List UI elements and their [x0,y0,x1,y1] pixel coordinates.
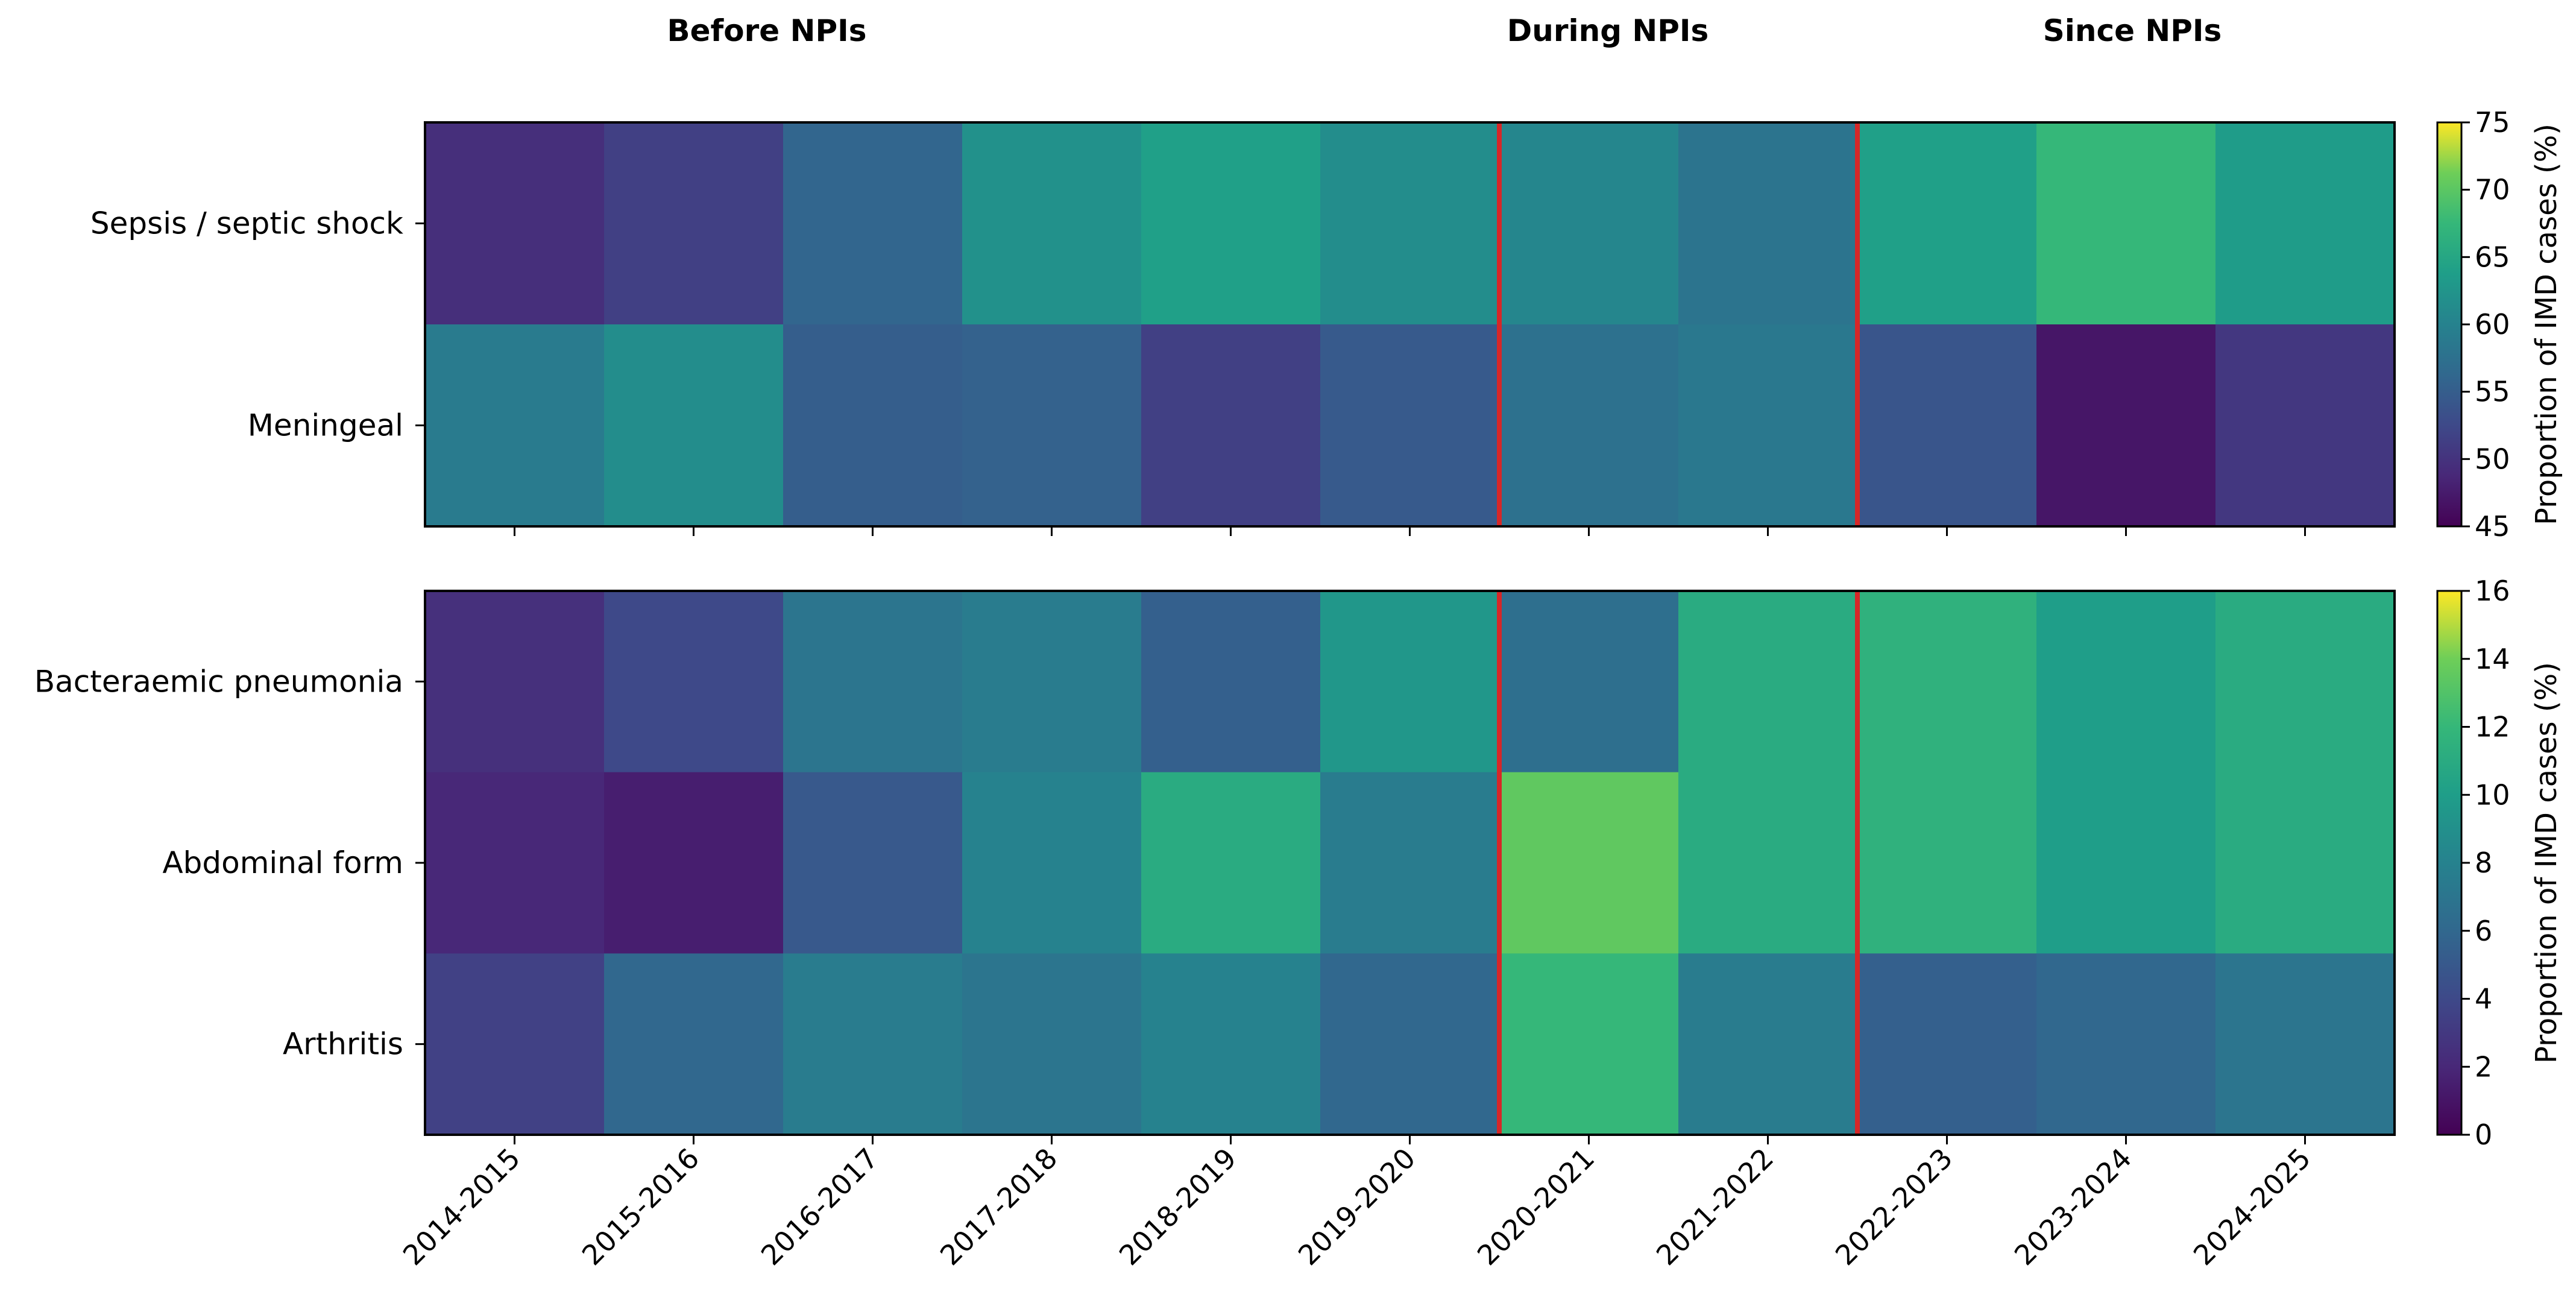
x-tick-label: 2023-2024 [2008,1142,2138,1272]
row-label: Meningeal [248,408,403,443]
row-label: Arthritis [283,1027,403,1062]
heatmap-panel-bottom: Bacteraemic pneumonia Abdominal form Arthr… [34,575,2563,1151]
colorbar-label: Proportion of IMD cases (%) [2530,662,2563,1064]
x-tick-label: 2022-2023 [1829,1142,1959,1272]
heatmap-cell [1499,772,1679,954]
x-tick-label: 2017-2018 [934,1142,1063,1272]
heatmap-cell [604,591,784,773]
x-tick-label: 2016-2017 [755,1142,884,1272]
heatmap-cell [1141,591,1321,773]
colorbar [2436,121,2463,528]
colorbar-tick-label: 45 [2475,510,2510,543]
heatmap-cell [2215,324,2395,527]
heatmap-cell [2036,591,2216,773]
heatmap-cell [783,953,963,1135]
colorbar-tick-label: 60 [2475,308,2510,341]
heatmap-cell [1857,953,2037,1135]
x-tick-label: 2021-2022 [1650,1142,1780,1272]
row-label: Sepsis / septic shock [90,206,403,241]
heatmap-cell [425,772,605,954]
heatmap-cell [604,324,784,527]
heatmap-cell [1499,591,1679,773]
colorbar-tick-label: 50 [2475,443,2510,475]
heatmap-cell [1857,591,2037,773]
heatmap-cell [604,122,784,325]
colorbar-tick-label: 12 [2475,711,2510,743]
heatmap-cell [604,772,784,954]
heatmap-cell [1499,324,1679,527]
heatmap-cell [1678,591,1858,773]
heatmap-cell [962,122,1142,325]
heatmap-cell [1141,953,1321,1135]
period-labels: Before NPIs During NPIs Since NPIs [667,13,2222,48]
colorbar-tick-label: 16 [2475,575,2510,607]
colorbar-tick-label: 4 [2475,983,2492,1015]
heatmap-cell [2036,953,2216,1135]
heatmap-cell [1141,122,1321,325]
heatmap-cell [1320,324,1500,527]
colorbar-label: Proportion of IMD cases (%) [2530,124,2563,525]
heatmap-cell [962,591,1142,773]
heatmap-cell [2215,122,2395,325]
heatmap-cell [783,772,963,954]
heatmap-cell [1857,122,2037,325]
row-label: Abdominal form [162,845,403,880]
period-label-since: Since NPIs [2043,13,2222,48]
x-tick-label: 2020-2021 [1471,1142,1601,1272]
heatmap-cell [1678,953,1858,1135]
x-tick-label: 2018-2019 [1113,1142,1242,1272]
heatmap-cell [962,772,1142,954]
heatmap-cell [1857,772,2037,954]
row-label: Bacteraemic pneumonia [34,664,403,699]
x-tick-label: 2015-2016 [576,1142,705,1272]
heatmap-panel-top: Sepsis / septic shock Meningeal 45 50 55 60 65… [90,106,2563,543]
heatmap-cell [1141,324,1321,527]
heatmap-cell [1320,122,1500,325]
heatmap-cell [2036,772,2216,954]
period-label-before: Before NPIs [667,13,867,48]
heatmap-cell [783,122,963,325]
heatmap-cell [962,324,1142,527]
heatmap-cell [2036,122,2216,325]
colorbar-tick-label: 0 [2475,1118,2492,1151]
heatmap-cell [425,953,605,1135]
colorbar-tick-label: 14 [2475,643,2510,675]
heatmap-cell [1857,324,2037,527]
heatmap-cell [2036,324,2216,527]
heatmap-cell [1320,591,1500,773]
heatmap-cell [425,591,605,773]
heatmap-cell [604,953,784,1135]
heatmap-cell [425,324,605,527]
heatmap-cell [1678,122,1858,325]
colorbar-tick-label: 55 [2475,376,2510,408]
heatmap-cell [1141,772,1321,954]
x-tick-label: 2024-2025 [2187,1142,2317,1272]
heatmap-cell [962,953,1142,1135]
heatmap-cell [1499,122,1679,325]
colorbar [2436,590,2463,1136]
heatmap-cell [1499,953,1679,1135]
heatmap-cell [1678,772,1858,954]
colorbar-tick-label: 2 [2475,1050,2492,1083]
colorbar-tick-label: 70 [2475,174,2510,206]
colorbar-tick-label: 8 [2475,847,2492,879]
x-tick-label: 2019-2020 [1292,1142,1422,1272]
heatmap-cell [425,122,605,325]
heatmap-cell [2215,591,2395,773]
x-tick-label: 2014-2015 [397,1142,526,1272]
colorbar-tick-label: 65 [2475,241,2510,273]
colorbar-tick-label: 10 [2475,778,2510,811]
period-label-during: During NPIs [1507,13,1709,48]
colorbar-tick-label: 75 [2475,106,2510,139]
x-axis: 2014-2015 2015-2016 2016-2017 2017-2018 2018… [397,1135,2317,1272]
heatmap-cell [2215,772,2395,954]
heatmap-cell [783,591,963,773]
heatmap-cell [1320,772,1500,954]
heatmap-cell [2215,953,2395,1135]
heatmap-cell [1678,324,1858,527]
heatmap-cell [1320,953,1500,1135]
colorbar-tick-label: 6 [2475,915,2492,947]
heatmap-cell [783,324,963,527]
